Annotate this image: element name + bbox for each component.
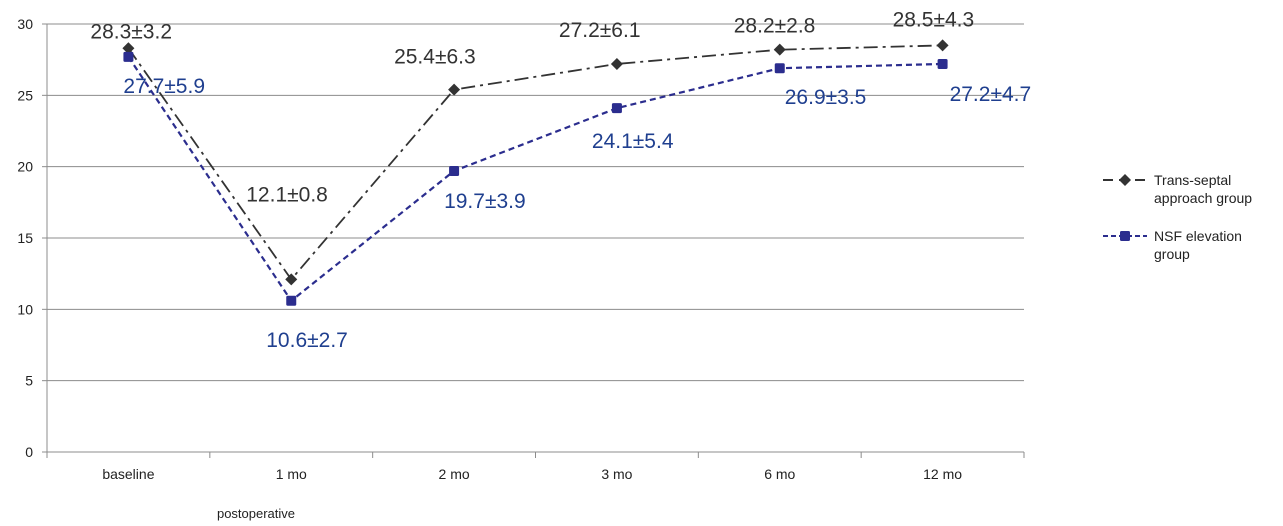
data-label: 25.4±6.3 (394, 46, 476, 69)
data-point-marker (936, 39, 949, 52)
data-point-marker (123, 51, 134, 62)
data-point-marker (774, 63, 785, 74)
x-tick-label: 3 mo (601, 466, 632, 482)
data-point-marker (1119, 174, 1131, 186)
y-tick-label: 5 (25, 373, 33, 389)
series-line (127, 44, 943, 281)
legend-label: approach group (1154, 190, 1252, 206)
y-axis-ticks: 0 5 10 15 20 25 30 (17, 16, 47, 460)
y-tick-label: 25 (17, 87, 33, 103)
data-point-marker (937, 58, 948, 69)
legend-label: NSF elevation (1154, 228, 1242, 244)
y-tick-label: 20 (17, 159, 33, 175)
x-tick-label: 2 mo (439, 466, 470, 482)
data-label: 28.5±4.3 (893, 8, 975, 31)
x-tick-label: 1 mo (276, 466, 307, 482)
data-label: 12.1±0.8 (246, 183, 328, 206)
data-point-marker (773, 43, 786, 56)
data-label: 27.2±6.1 (559, 19, 641, 42)
x-axis-ticks: baseline 1 mo 2 mo 3 mo 6 mo 12 mo (46, 452, 1025, 482)
x-tick-label: 6 mo (764, 466, 795, 482)
data-point-marker (610, 57, 623, 70)
data-label: 27.2±4.7 (950, 83, 1032, 106)
x-tick-label: 12 mo (923, 466, 962, 482)
data-label: 19.7±3.9 (444, 190, 526, 213)
data-point-marker (1120, 231, 1130, 241)
data-label: 28.3±3.2 (90, 20, 172, 43)
legend-label: group (1154, 246, 1190, 262)
data-point-marker (122, 42, 135, 55)
data-labels: 28.3±3.2 12.1±0.8 25.4±6.3 27.2±6.1 28.2±2.8… (90, 8, 1031, 351)
data-point-marker (611, 103, 622, 114)
data-label: 26.9±3.5 (785, 86, 867, 109)
data-label: 24.1±5.4 (592, 130, 674, 153)
x-axis-title: postoperative (217, 506, 295, 521)
y-tick-label: 10 (17, 301, 33, 317)
data-label: 27.7±5.9 (123, 75, 205, 98)
legend-label: Trans-septal (1154, 172, 1231, 188)
y-tick-label: 0 (25, 444, 33, 460)
data-point-marker (286, 295, 297, 306)
gridlines (47, 23, 1024, 382)
data-point-marker (285, 273, 298, 286)
y-tick-label: 30 (17, 16, 33, 32)
data-point-marker (448, 83, 461, 96)
y-tick-label: 15 (17, 230, 33, 246)
data-point-marker (449, 165, 460, 176)
data-label: 10.6±2.7 (266, 329, 348, 352)
series-layer (122, 39, 949, 306)
data-label: 28.2±2.8 (734, 15, 816, 38)
x-tick-label: baseline (102, 466, 154, 482)
series-line (127, 56, 943, 303)
legend: Trans-septal approach group NSF elevation g… (1103, 172, 1252, 262)
